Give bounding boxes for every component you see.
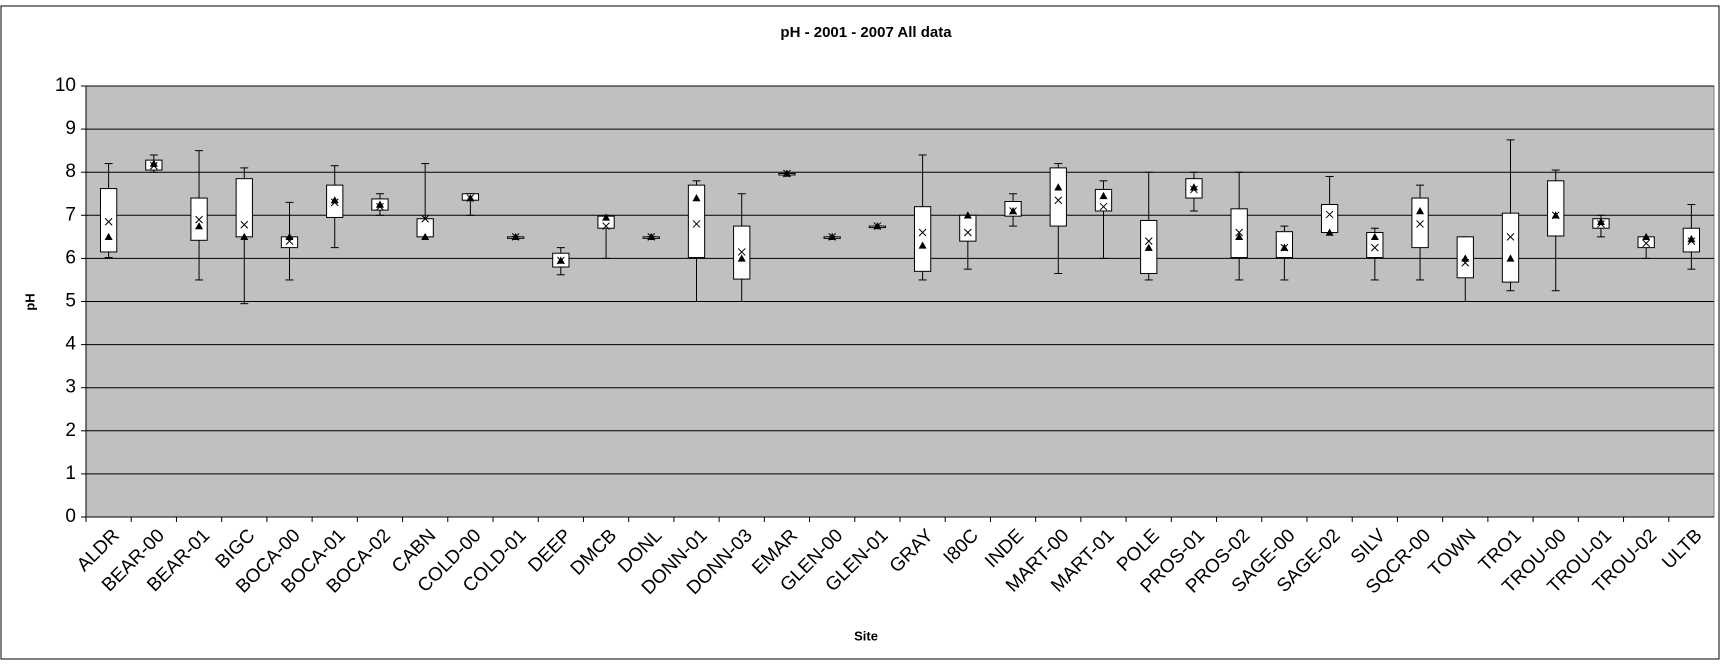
mean-marker bbox=[1506, 232, 1515, 241]
box bbox=[235, 178, 253, 238]
box bbox=[687, 184, 706, 259]
median-marker bbox=[1235, 232, 1244, 241]
median-marker bbox=[602, 213, 611, 221]
chart-title: pH - 2001 - 2007 All data bbox=[780, 24, 952, 41]
median-marker bbox=[692, 194, 701, 202]
median-marker bbox=[149, 159, 158, 167]
box bbox=[1547, 180, 1565, 237]
mean-marker bbox=[1370, 243, 1379, 252]
mean-marker bbox=[1416, 220, 1424, 228]
median-marker bbox=[828, 232, 837, 241]
mean-marker bbox=[1235, 228, 1244, 237]
y-tick-label: 7 bbox=[65, 204, 76, 225]
y-tick-label: 6 bbox=[65, 247, 76, 268]
median-marker bbox=[1099, 191, 1108, 200]
y-tick-label: 0 bbox=[65, 506, 76, 527]
box bbox=[99, 188, 118, 253]
mean-marker bbox=[104, 217, 113, 226]
mean-marker bbox=[602, 222, 610, 230]
box bbox=[1320, 204, 1339, 234]
median-marker bbox=[1642, 232, 1651, 241]
mean-marker bbox=[1144, 237, 1153, 246]
mean-marker bbox=[737, 248, 746, 256]
y-tick-label: 9 bbox=[65, 118, 76, 139]
median-marker bbox=[782, 169, 791, 177]
median-marker bbox=[285, 232, 294, 241]
median-marker bbox=[963, 211, 972, 219]
mean-marker bbox=[1325, 210, 1334, 219]
box bbox=[1411, 197, 1429, 249]
median-marker bbox=[1280, 243, 1289, 251]
y-tick-label: 10 bbox=[55, 75, 76, 96]
median-marker bbox=[466, 194, 475, 202]
box bbox=[1366, 232, 1384, 259]
median-marker bbox=[240, 232, 249, 241]
mean-marker bbox=[421, 214, 430, 223]
y-axis-title: pH bbox=[22, 293, 37, 310]
mean-marker bbox=[692, 220, 701, 228]
median-marker bbox=[330, 196, 339, 204]
median-marker bbox=[375, 200, 384, 208]
median-marker bbox=[104, 232, 113, 241]
median-marker bbox=[1189, 183, 1198, 191]
median-marker bbox=[873, 222, 882, 230]
median-marker bbox=[918, 241, 927, 249]
mean-marker bbox=[963, 228, 972, 237]
median-marker bbox=[511, 232, 520, 241]
mean-marker bbox=[1054, 196, 1063, 205]
x-axis-title: Site bbox=[854, 628, 878, 643]
median-marker bbox=[1009, 206, 1018, 215]
mean-marker bbox=[918, 228, 927, 237]
mean-marker bbox=[195, 215, 203, 224]
median-marker bbox=[1416, 206, 1425, 215]
mean-marker bbox=[1642, 239, 1651, 248]
y-tick-label: 1 bbox=[65, 463, 76, 484]
median-marker bbox=[1054, 183, 1063, 191]
median-marker bbox=[556, 256, 565, 264]
box bbox=[1501, 212, 1520, 283]
median-marker bbox=[1551, 211, 1560, 219]
median-marker bbox=[1596, 217, 1605, 225]
y-tick-label: 5 bbox=[65, 291, 76, 312]
y-tick-label: 2 bbox=[65, 420, 76, 441]
y-tick-label: 4 bbox=[65, 334, 76, 355]
median-marker bbox=[421, 232, 430, 241]
median-marker bbox=[1370, 232, 1379, 241]
box bbox=[913, 206, 932, 272]
mean-marker bbox=[1099, 202, 1108, 211]
median-marker bbox=[195, 222, 204, 230]
median-marker bbox=[1144, 243, 1153, 251]
median-marker bbox=[1687, 235, 1696, 243]
median-marker bbox=[1506, 254, 1515, 262]
box bbox=[959, 214, 977, 242]
box bbox=[1094, 188, 1113, 212]
median-marker bbox=[1325, 228, 1334, 236]
box bbox=[1049, 167, 1067, 227]
y-tick-label: 3 bbox=[65, 377, 76, 398]
y-tick-label: 8 bbox=[65, 161, 76, 182]
median-marker bbox=[1461, 254, 1470, 262]
median-marker bbox=[737, 254, 746, 262]
mean-marker bbox=[240, 220, 249, 229]
median-marker bbox=[647, 232, 656, 241]
